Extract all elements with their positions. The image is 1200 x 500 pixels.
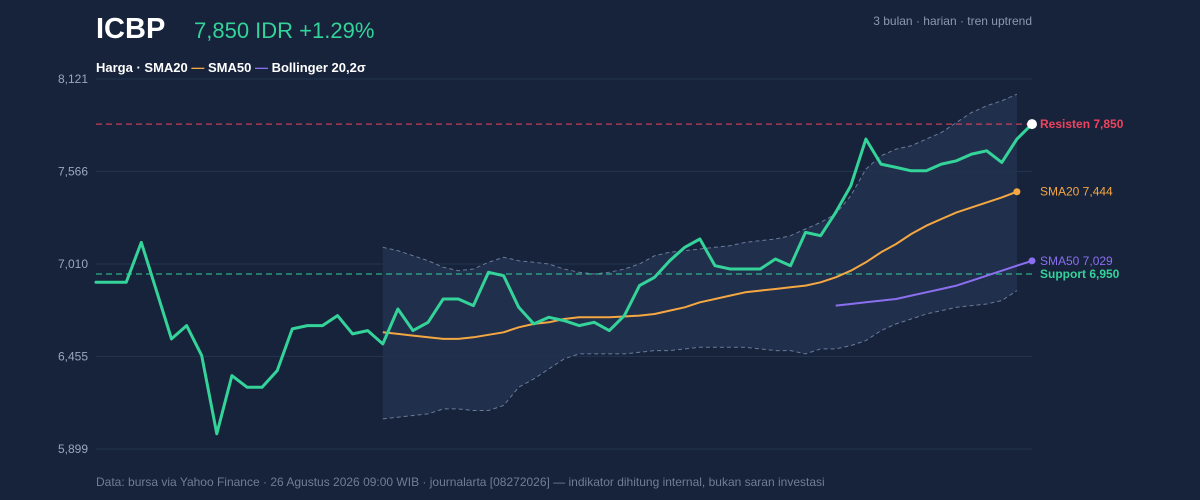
sma20-line [382,190,1018,340]
legend-sma50-swatch: — [255,60,268,75]
y-tick-label: 7,010 [58,257,88,271]
y-tick-label: 7,566 [58,164,88,178]
sma20-label: SMA20 7,444 [1040,185,1113,199]
price-last-point [1027,119,1037,130]
sma50-line [835,259,1033,307]
series-lines [94,119,1037,436]
legend-sma20: SMA20 [144,60,191,75]
level-labels: Resisten 7,850 SMA20 7,444 SMA50 7,029Supp… [1040,117,1124,281]
resistance-label: Resisten 7,850 [1040,117,1124,131]
sma50-last-point [1028,257,1036,265]
sma20-last-point [1013,188,1021,196]
price-change: 7,850 IDR +1.29% [194,18,374,43]
footer-source: Data: bursa via Yahoo Finance · 26 Agust… [96,475,825,489]
support-label: Support 6,950 [1040,267,1120,281]
bollinger-lower-line [382,290,1018,420]
ticker-symbol: ICBP [96,13,165,45]
bollinger-upper-line [382,93,1018,275]
y-tick-label: 5,899 [58,442,88,456]
legend-sma20-swatch: — [191,60,204,75]
price-line [94,122,1034,436]
y-axis-ticks: 8,121 7,566 7,010 6,455 5,899 [58,72,88,456]
legend-sma50: SMA50 [204,60,255,75]
bollinger-band [382,93,1018,420]
legend-bollinger: Bollinger 20,2σ [268,60,366,75]
svg-text:Harga · SMA20 — SMA50 — Bollin: Harga · SMA20 — SMA50 — Bollinger 20,2σ [96,60,366,75]
chart-meta: 3 bulan · harian · tren uptrend [873,14,1032,28]
sma50-label: SMA50 7,029 [1040,254,1113,268]
legend-price: Harga · [96,60,144,75]
y-tick-label: 8,121 [58,72,88,86]
bollinger-fill [382,94,1017,419]
legend: Harga · SMA20 — SMA50 — Bollinger 20,2σ [96,60,366,75]
y-tick-label: 6,455 [58,349,88,363]
level-lines [96,123,1032,275]
